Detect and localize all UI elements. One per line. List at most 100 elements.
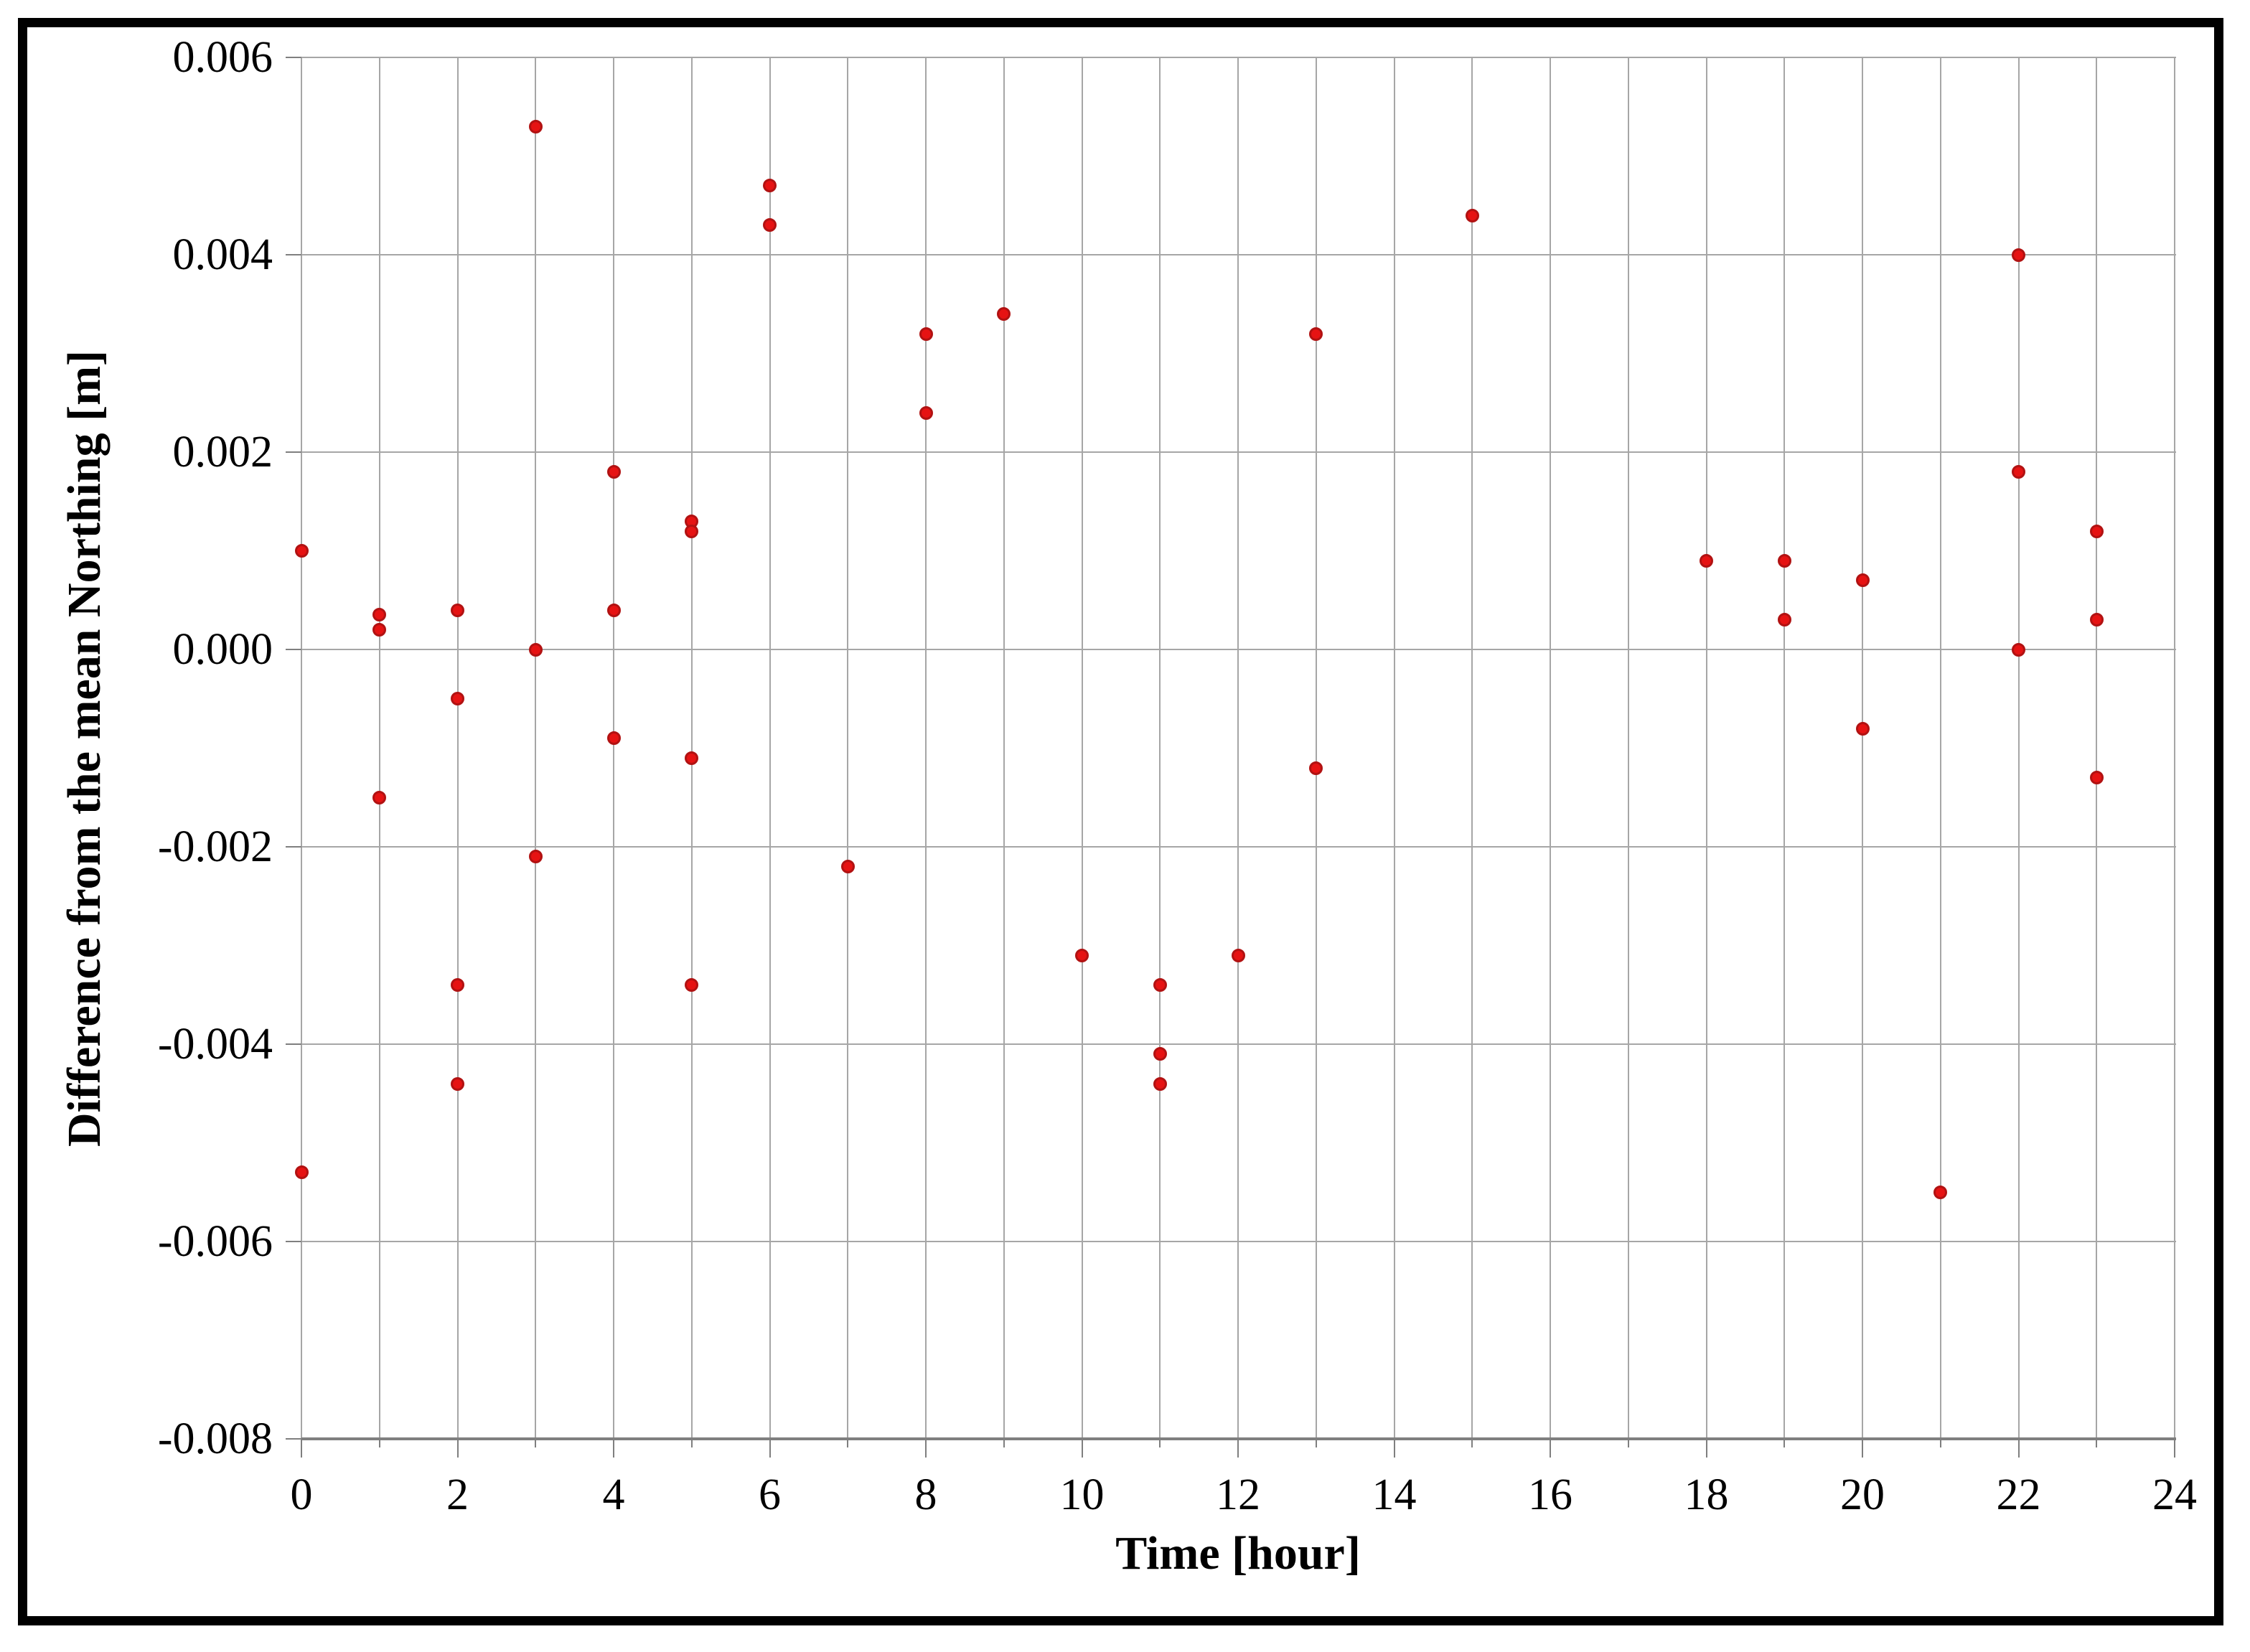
data-point [2089, 771, 2104, 785]
data-point [1777, 613, 1791, 627]
tick-label-layer: 0.006 0.004 0.002 0.000 -0.002 -0.004 -0.006 -0… [27, 27, 2214, 1616]
y-axis-tick [286, 846, 301, 848]
gridline-horizontal [301, 254, 2176, 255]
x-axis-tick [1783, 1439, 1786, 1447]
data-point [840, 860, 855, 873]
data-point [1153, 1076, 1167, 1091]
x-tick-label: 18 [1684, 1470, 1729, 1519]
y-tick-label: -0.008 [157, 1414, 273, 1463]
gridline-vertical [2096, 57, 2098, 1439]
x-axis-tick [301, 1439, 302, 1458]
x-axis-tick [1705, 1439, 1707, 1458]
gridline-vertical [690, 57, 693, 1439]
data-point [1153, 978, 1167, 992]
x-axis-tick [1315, 1439, 1317, 1447]
x-axis-tick [535, 1439, 537, 1447]
gridline-vertical [1939, 57, 1941, 1439]
figure-frame: 0.006 0.004 0.002 0.000 -0.002 -0.004 -0.006 -0… [18, 18, 2223, 1625]
gridline-vertical [1550, 57, 1551, 1439]
data-point [528, 850, 543, 864]
x-axis-tick [1471, 1439, 1473, 1447]
gridline-vertical [613, 57, 614, 1439]
data-point [606, 465, 621, 479]
gridline-vertical [2174, 57, 2175, 1439]
data-point [1777, 553, 1791, 568]
gridline-vertical [2017, 57, 2020, 1439]
gridline-vertical [535, 57, 537, 1439]
tick-layer [27, 27, 2214, 1616]
data-point [919, 327, 933, 341]
gridline-horizontal [301, 649, 2176, 650]
data-point [1933, 1185, 1948, 1199]
gridline-vertical [1471, 57, 1473, 1439]
x-axis-tick [925, 1439, 927, 1458]
data-point [1700, 553, 1713, 568]
x-tick-label: 12 [1216, 1470, 1260, 1519]
x-tick-label: 20 [1840, 1470, 1885, 1519]
gridline-horizontal [301, 451, 2176, 453]
x-tick-label: 8 [914, 1470, 937, 1519]
gridline-vertical [1003, 57, 1005, 1439]
data-point [372, 790, 387, 804]
x-axis-tick [613, 1439, 614, 1458]
data-point [451, 978, 464, 992]
y-axis-tick [286, 1241, 301, 1242]
y-axis-title: Difference from the mean Northing [m] [58, 349, 111, 1147]
data-point [1465, 208, 1479, 222]
data-point [1153, 1047, 1167, 1061]
x-axis-tick [1237, 1439, 1239, 1458]
x-axis-tick [1081, 1439, 1083, 1458]
x-axis-title: Time [hour] [1115, 1527, 1361, 1580]
gridline-horizontal [301, 846, 2176, 848]
data-point [606, 603, 621, 617]
x-axis-line [301, 1437, 2176, 1440]
gridline-horizontal [301, 1043, 2176, 1045]
data-point [1075, 948, 1089, 962]
gridline-vertical [847, 57, 849, 1439]
data-point [528, 642, 543, 657]
data-point [1231, 948, 1245, 962]
data-point [294, 1165, 309, 1180]
y-axis-tick [286, 1043, 301, 1045]
y-tick-label: -0.006 [157, 1217, 273, 1266]
x-axis-tick [2017, 1439, 2020, 1458]
gridline-vertical [925, 57, 927, 1439]
data-point [919, 405, 933, 420]
x-tick-label: 24 [2152, 1470, 2197, 1519]
data-point [685, 751, 699, 765]
gridline-vertical [1705, 57, 1707, 1439]
data-point [451, 692, 464, 706]
gridline-horizontal [301, 57, 2176, 58]
x-axis-tick [2096, 1439, 2098, 1447]
data-point [763, 179, 777, 193]
data-point [2012, 248, 2025, 262]
y-axis-tick [286, 649, 301, 650]
data-point [2012, 642, 2025, 657]
data-point [763, 218, 777, 233]
y-axis-tick [286, 451, 301, 453]
data-point [1855, 573, 1870, 588]
y-tick-label: 0.004 [172, 230, 273, 279]
gridline-vertical [1862, 57, 1863, 1439]
grid-layer [27, 27, 2214, 1616]
gridline-vertical [1159, 57, 1161, 1439]
data-point [372, 608, 387, 622]
x-tick-label: 2 [446, 1470, 469, 1519]
data-point [294, 544, 309, 558]
data-point [372, 623, 387, 637]
data-point [451, 603, 464, 617]
data-point [1309, 327, 1323, 341]
y-tick-label: 0.000 [172, 625, 273, 674]
data-point [606, 731, 621, 746]
y-tick-label: -0.004 [157, 1020, 273, 1069]
data-point [451, 1076, 464, 1091]
x-axis-tick [378, 1439, 380, 1447]
x-tick-label: 4 [602, 1470, 625, 1519]
x-axis-tick [456, 1439, 459, 1458]
y-tick-label: 0.002 [172, 428, 273, 477]
x-tick-label: 14 [1372, 1470, 1417, 1519]
data-point [997, 307, 1011, 321]
gridline-vertical [456, 57, 459, 1439]
x-axis-tick [1862, 1439, 1863, 1458]
data-point [685, 524, 699, 538]
